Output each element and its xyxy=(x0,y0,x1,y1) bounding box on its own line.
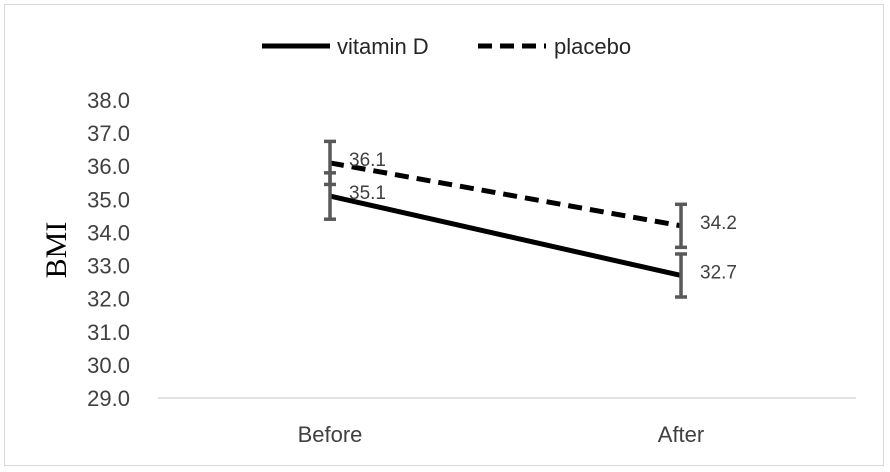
y-tick-label: 30.0 xyxy=(87,353,130,378)
data-labels: 35.1 32.7 36.1 34.2 xyxy=(349,150,737,284)
series-lines xyxy=(329,160,682,278)
data-label-placebo-before: 36.1 xyxy=(349,150,386,171)
data-label-vitamin-d-before: 35.1 xyxy=(349,183,386,204)
x-category-label-after: After xyxy=(658,422,704,447)
x-category-labels: Before After xyxy=(298,422,705,447)
y-tick-label: 33.0 xyxy=(87,254,130,279)
y-tick-label: 35.0 xyxy=(87,187,130,212)
data-label-vitamin-d-after: 32.7 xyxy=(700,262,737,283)
series-line-vitamin-d xyxy=(329,193,682,278)
y-tick-label: 32.0 xyxy=(87,287,130,312)
legend: vitamin D placebo xyxy=(262,34,631,59)
error-bars xyxy=(324,139,687,299)
y-tick-label: 34.0 xyxy=(87,220,130,245)
y-tick-label: 36.0 xyxy=(87,154,130,179)
error-bar-placebo-after xyxy=(675,202,687,250)
y-axis-title: BMI xyxy=(40,222,73,279)
error-bar-placebo-before xyxy=(324,139,336,187)
y-tick-label: 37.0 xyxy=(87,121,130,146)
chart-frame xyxy=(4,4,884,466)
y-tick-label: 31.0 xyxy=(87,320,130,345)
y-tick-label: 38.0 xyxy=(87,88,130,113)
legend-label-placebo: placebo xyxy=(554,34,631,59)
error-bar-vitamin-d-after xyxy=(675,252,687,299)
series-line-placebo xyxy=(329,160,682,229)
data-label-placebo-after: 34.2 xyxy=(700,213,737,234)
x-category-label-before: Before xyxy=(298,422,363,447)
y-tick-label: 29.0 xyxy=(87,386,130,411)
y-tick-labels: 29.0 30.0 31.0 32.0 33.0 34.0 35.0 36.0 37.0 38.0 xyxy=(87,88,130,411)
legend-label-vitamin-d: vitamin D xyxy=(337,34,429,59)
